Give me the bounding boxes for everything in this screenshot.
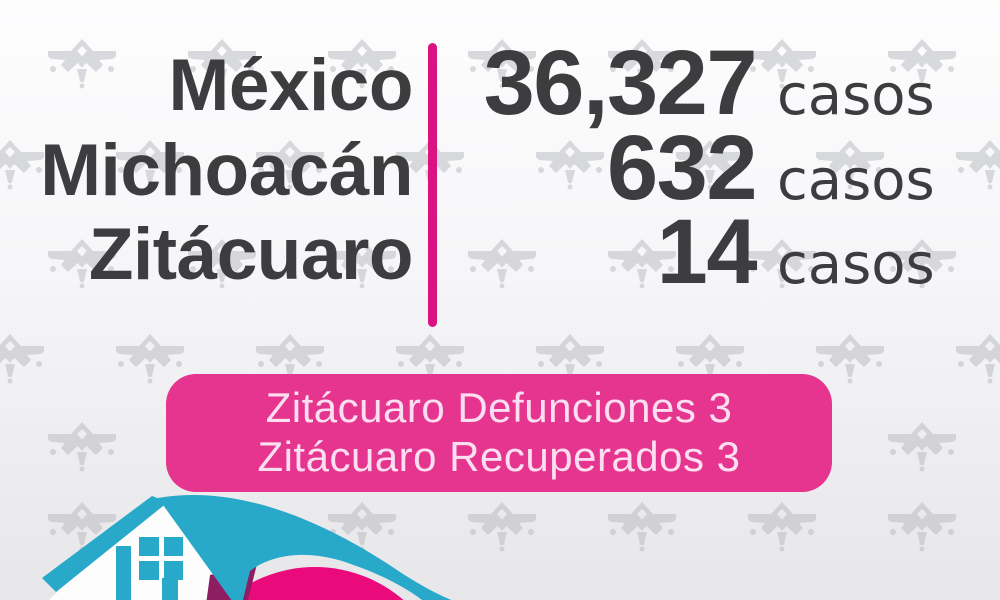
zitacuaro-emblem-icon <box>886 502 958 554</box>
stat-row-michoacan: 632 casos <box>460 122 935 214</box>
zitacuaro-emblem-icon <box>954 334 1000 386</box>
case-unit-mexico: casos <box>777 63 935 128</box>
banner-line-defunciones: Zitácuaro Defunciones 3 <box>265 384 733 432</box>
vertical-divider <box>428 43 437 327</box>
case-unit-michoacan: casos <box>777 148 935 213</box>
zitacuaro-emblem-icon <box>606 502 678 554</box>
region-label-michoacan: Michoacán <box>40 130 413 211</box>
stat-row-mexico: 36,327 casos <box>460 37 935 129</box>
zitacuaro-emblem-icon <box>954 140 1000 192</box>
zitacuaro-emblem-icon <box>114 334 186 386</box>
house-roof-logo-icon <box>42 495 452 600</box>
zitacuaro-emblem-icon <box>46 422 118 474</box>
zitacuaro-emblem-icon <box>886 422 958 474</box>
case-count-zitacuaro: 14 <box>656 201 758 303</box>
deaths-recovered-banner: Zitácuaro Defunciones 3 Zitácuaro Recupe… <box>166 374 832 492</box>
region-label-zitacuaro: Zitácuaro <box>88 214 414 295</box>
case-count-mexico: 36,327 <box>483 32 758 134</box>
zitacuaro-emblem-icon <box>0 334 46 386</box>
banner-line-recuperados: Zitácuaro Recuperados 3 <box>257 433 741 480</box>
zitacuaro-emblem-icon <box>746 502 818 554</box>
case-unit-zitacuaro: casos <box>777 232 935 297</box>
region-label-mexico: México <box>168 45 414 126</box>
stat-row-zitacuaro: 14 casos <box>460 206 935 298</box>
zitacuaro-emblem-icon <box>814 334 886 386</box>
case-count-michoacan: 632 <box>607 117 758 219</box>
